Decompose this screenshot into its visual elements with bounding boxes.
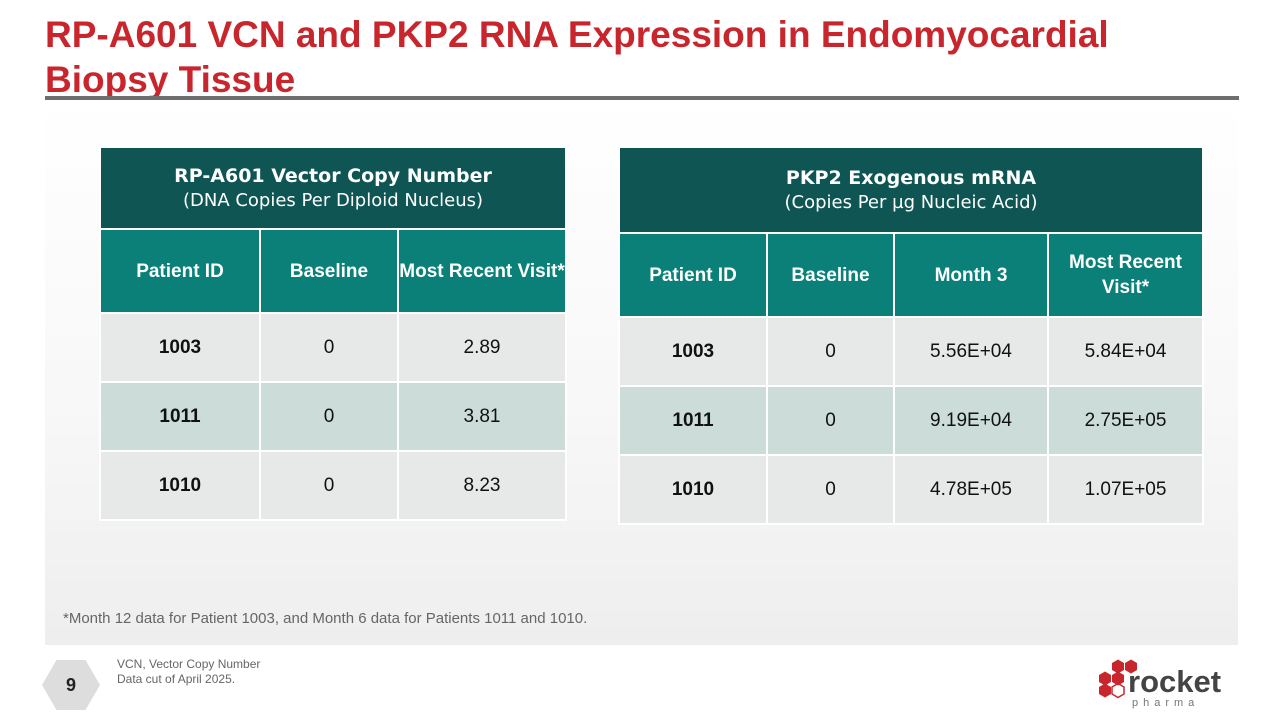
patient-id-cell: 1011 [618, 385, 768, 456]
baseline-cell: 0 [766, 385, 895, 456]
baseline-cell: 0 [259, 312, 399, 383]
table-row: 1003 0 5.56E+04 5.84E+04 [618, 316, 1205, 387]
vcn-table: RP-A601 Vector Copy Number (DNA Copies P… [98, 146, 568, 521]
vcn-table-header: RP-A601 Vector Copy Number (DNA Copies P… [98, 146, 568, 230]
data-cut-note: Data cut of April 2025. [117, 672, 236, 686]
column-header: Patient ID [99, 228, 261, 314]
table-row: 1010 0 4.78E+05 1.07E+05 [618, 454, 1205, 525]
bottom-notes: VCN, Vector Copy Number Data cut of Apri… [117, 657, 260, 687]
month3-cell: 9.19E+04 [893, 385, 1049, 456]
logo-hexagon [1112, 659, 1124, 674]
column-header: Most Recent Visit* [396, 228, 568, 314]
column-header: Month 3 [893, 232, 1049, 318]
recent-visit-cell: 1.07E+05 [1046, 454, 1205, 525]
pkp2-table-subtitle: (Copies Per µg Nucleic Acid) [784, 192, 1038, 213]
logo-wordmark: rocket [1128, 664, 1222, 699]
title-divider [45, 96, 1239, 100]
baseline-cell: 0 [259, 450, 399, 521]
table-row: 1010 0 8.23 [99, 450, 568, 521]
rocket-logo-icon [1099, 659, 1137, 699]
column-header: Baseline [259, 228, 399, 314]
pkp2-table: PKP2 Exogenous mRNA (Copies Per µg Nucle… [617, 146, 1205, 525]
logo-hexagon-outline [1111, 682, 1125, 699]
baseline-cell: 0 [766, 316, 895, 387]
logo-hexagon [1099, 671, 1111, 686]
patient-id-cell: 1010 [618, 454, 768, 525]
logo-hexagon [1112, 671, 1124, 686]
month3-cell: 4.78E+05 [893, 454, 1049, 525]
column-header: Baseline [766, 232, 895, 318]
vcn-table-title: RP-A601 Vector Copy Number [174, 165, 492, 187]
recent-visit-cell: 8.23 [396, 450, 568, 521]
baseline-cell: 0 [259, 381, 399, 452]
abbreviation-note: VCN, Vector Copy Number [117, 657, 261, 671]
month3-cell: 5.56E+04 [893, 316, 1049, 387]
pkp2-table-header: PKP2 Exogenous mRNA (Copies Per µg Nucle… [617, 146, 1205, 234]
recent-visit-cell: 5.84E+04 [1046, 316, 1205, 387]
column-header: Most Recent Visit* [1046, 232, 1205, 318]
patient-id-cell: 1003 [99, 312, 261, 383]
column-header: Patient ID [618, 232, 768, 318]
pkp2-table-title: PKP2 Exogenous mRNA [785, 167, 1037, 189]
table-row: 1011 0 9.19E+04 2.75E+05 [618, 385, 1205, 456]
table-row: 1011 0 3.81 [99, 381, 568, 452]
logo-hexagon [1125, 659, 1137, 674]
logo-subtext: pharma [1132, 697, 1200, 709]
recent-visit-cell: 2.75E+05 [1046, 385, 1205, 456]
page-number: 9 [65, 675, 76, 695]
patient-id-cell: 1003 [618, 316, 768, 387]
recent-visit-cell: 3.81 [396, 381, 568, 452]
patient-id-cell: 1010 [99, 450, 261, 521]
vcn-table-subtitle: (DNA Copies Per Diploid Nucleus) [182, 190, 484, 211]
slide-title: RP-A601 VCN and PKP2 RNA Expression in E… [45, 14, 1109, 100]
recent-visit-cell: 2.89 [396, 312, 568, 383]
baseline-cell: 0 [766, 454, 895, 525]
table-row: 1003 0 2.89 [99, 312, 568, 383]
logo-hexagon [1099, 683, 1111, 698]
footnote: *Month 12 data for Patient 1003, and Mon… [63, 610, 588, 627]
patient-id-cell: 1011 [99, 381, 261, 452]
